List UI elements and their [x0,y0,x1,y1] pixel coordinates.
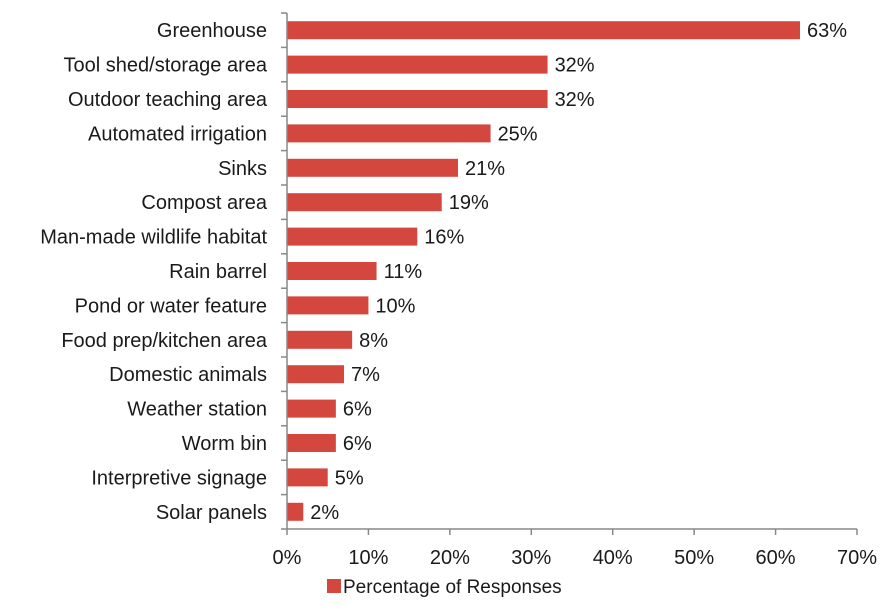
x-tick-label: 60% [756,547,796,569]
data-label: 2% [310,502,339,524]
category-label: Automated irrigation [88,123,267,145]
x-tick-label: 70% [837,547,877,569]
bar [287,193,442,212]
bar [287,21,800,40]
data-label: 10% [375,295,415,317]
category-label: Man-made wildlife habitat [40,227,267,249]
x-tick-label: 10% [348,547,388,569]
category-label: Interpretive signage [91,467,267,489]
category-label: Greenhouse [157,20,267,42]
bar [287,296,369,315]
x-tick-label: 30% [511,547,551,569]
bar [287,158,458,177]
data-label: 8% [359,330,388,352]
data-label: 11% [384,261,423,283]
data-label: 32% [555,89,595,111]
bar [287,399,336,418]
data-label: 19% [449,192,489,214]
category-label: Food prep/kitchen area [61,330,268,352]
category-label: Compost area [141,192,267,214]
bar [287,502,304,521]
bar [287,434,336,452]
category-label: Weather station [127,399,267,421]
category-label: Solar panels [156,502,267,524]
bar [287,90,548,108]
category-label: Sinks [218,158,267,180]
category-label: Tool shed/storage area [64,55,268,77]
bar [287,468,328,487]
category-label: Rain barrel [169,261,267,283]
x-tick-label: 20% [430,547,470,569]
bar [287,124,491,143]
category-label: Domestic animals [109,364,267,386]
data-label: 5% [335,467,364,489]
bar [287,365,344,384]
bar [287,227,418,246]
bars-layer [287,21,800,521]
category-label: Pond or water feature [75,295,267,317]
x-tick-label: 0% [273,547,302,569]
x-tick-label: 50% [674,547,714,569]
data-label: 63% [807,20,847,42]
data-label: 7% [351,364,380,386]
bar [287,330,353,349]
category-label: Outdoor teaching area [68,89,268,111]
axes: 0% 10% 20% 30% 40% 50% 60% 70% [273,12,877,569]
legend-label: Percentage of Responses [343,577,562,598]
data-label: 6% [343,399,372,421]
data-label: 25% [498,123,538,145]
category-labels: Greenhouse Tool shed/storage area Outdoor … [40,20,268,524]
x-tick-label: 40% [593,547,633,569]
data-label: 6% [343,433,372,455]
category-label: Worm bin [182,433,267,455]
data-label: 16% [424,227,464,249]
data-label: 21% [465,158,505,180]
legend: Percentage of Responses [327,577,562,598]
bar [287,55,548,74]
data-labels: 63% 32% 32% 25% 21% 19% 16%11% 10% 8% 7% 6% 6% 5% 2% [310,20,847,524]
legend-swatch [327,579,341,593]
data-label: 32% [555,55,595,77]
bar [287,262,377,280]
